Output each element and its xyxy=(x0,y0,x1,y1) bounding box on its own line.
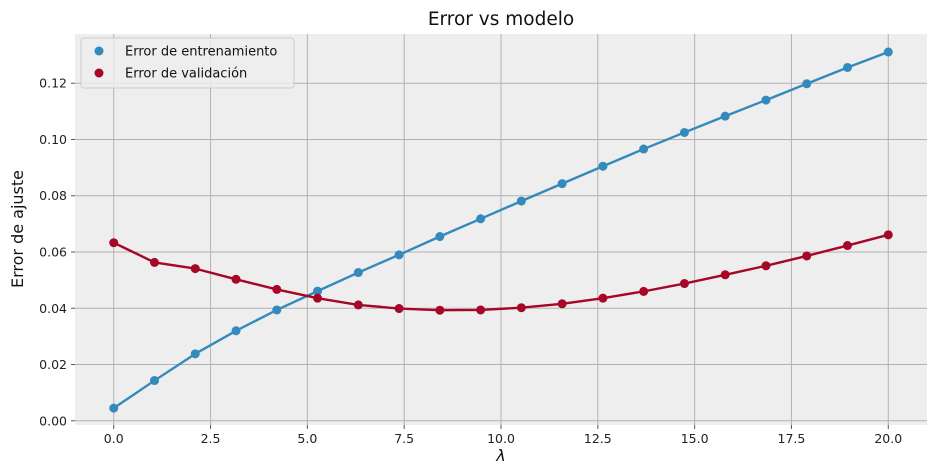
legend-label-validation: Error de validación xyxy=(125,67,247,82)
y-tick-label: 0.00 xyxy=(39,413,67,428)
data-point-train xyxy=(802,79,812,89)
legend-marker-validation xyxy=(94,68,104,78)
data-point-validation xyxy=(679,279,689,289)
y-tick-label: 0.08 xyxy=(39,188,67,203)
x-tick-label: 2.5 xyxy=(201,431,221,446)
data-point-validation xyxy=(639,286,649,296)
y-tick-label: 0.04 xyxy=(39,301,67,316)
x-tick-label: 20.0 xyxy=(874,431,902,446)
series-line-train xyxy=(113,50,889,410)
legend-box xyxy=(80,37,295,89)
x-axis: 0.0 2.5 5.0 7.5 10.0 12.5 15.0 17.5 20.0 xyxy=(104,425,902,446)
data-point-validation xyxy=(394,304,404,314)
data-point-validation xyxy=(353,300,363,310)
x-tick-label: 5.0 xyxy=(297,431,317,446)
data-point-validation xyxy=(190,264,200,274)
y-axis: 0.00 0.02 0.04 0.06 0.08 0.10 0.12 xyxy=(39,76,75,428)
data-point-train xyxy=(516,196,526,206)
y-tick-label: 0.02 xyxy=(39,357,67,372)
chart-title: Error vs modelo xyxy=(428,9,574,30)
data-point-validation xyxy=(598,293,608,303)
data-point-validation xyxy=(231,274,241,284)
data-point-validation xyxy=(435,305,445,315)
data-point-train xyxy=(109,403,119,413)
data-point-train xyxy=(394,250,404,260)
data-point-train xyxy=(883,47,893,57)
data-point-train xyxy=(598,161,608,171)
x-tick-label: 0.0 xyxy=(104,431,124,446)
y-tick-label: 0.12 xyxy=(39,76,67,91)
legend: Error de entrenamiento Error de validaci… xyxy=(80,37,295,89)
y-tick-label: 0.06 xyxy=(39,245,67,260)
x-tick-label: 12.5 xyxy=(584,431,612,446)
data-point-train xyxy=(761,95,771,105)
data-point-validation xyxy=(761,261,771,271)
data-point-validation xyxy=(883,230,893,240)
data-point-train xyxy=(313,286,323,296)
legend-label-train: Error de entrenamiento xyxy=(125,45,277,60)
x-tick-label: 7.5 xyxy=(394,431,414,446)
data-point-validation xyxy=(476,305,486,315)
y-axis-label: Error de ajuste xyxy=(8,170,27,288)
legend-marker-train xyxy=(94,46,104,56)
data-point-train xyxy=(679,127,689,137)
data-point-validation xyxy=(842,241,852,251)
data-point-validation xyxy=(516,303,526,313)
x-axis-label: λ xyxy=(495,446,505,465)
x-tick-label: 17.5 xyxy=(778,431,806,446)
data-point-train xyxy=(476,214,486,224)
data-point-validation xyxy=(720,270,730,280)
data-point-validation xyxy=(150,257,160,267)
data-point-train xyxy=(720,111,730,121)
series-line-validation xyxy=(113,233,889,312)
data-point-validation xyxy=(802,251,812,261)
series-train xyxy=(109,47,893,413)
data-point-train xyxy=(231,326,241,336)
data-point-train xyxy=(150,376,160,386)
data-point-validation xyxy=(272,284,282,294)
data-point-validation xyxy=(109,238,119,248)
data-point-validation xyxy=(557,299,567,309)
data-point-train xyxy=(557,179,567,189)
data-point-train xyxy=(639,144,649,154)
series xyxy=(109,47,893,413)
data-point-train xyxy=(435,232,445,242)
series-validation xyxy=(109,230,893,315)
data-point-validation xyxy=(313,293,323,303)
x-tick-label: 15.0 xyxy=(681,431,709,446)
grid xyxy=(75,34,927,425)
data-point-train xyxy=(272,305,282,315)
x-tick-label: 10.0 xyxy=(487,431,515,446)
data-point-train xyxy=(190,349,200,359)
data-point-train xyxy=(842,62,852,72)
data-point-train xyxy=(353,268,363,278)
y-tick-label: 0.10 xyxy=(39,132,67,147)
